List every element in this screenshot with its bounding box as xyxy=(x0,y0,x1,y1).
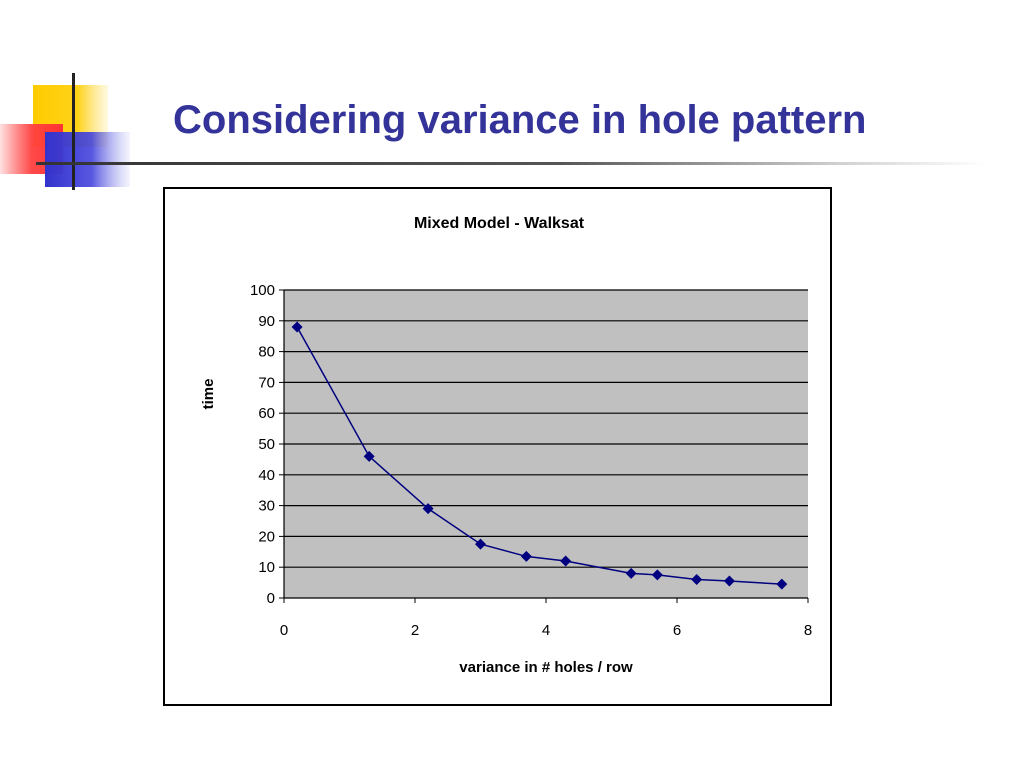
x-tick-label: 8 xyxy=(804,622,812,639)
y-tick-label: 70 xyxy=(258,374,275,391)
x-tick-labels: 0 2 4 6 8 xyxy=(280,622,812,639)
data-point xyxy=(363,450,375,462)
y-tick-label: 100 xyxy=(250,282,275,299)
chart-frame: Mixed Model - Walksat 0 10 20 30 40 50 60 70 80 9… xyxy=(163,187,832,706)
y-tick-label: 90 xyxy=(258,313,275,330)
y-tick-labels: 0 10 20 30 40 50 60 70 80 90 100 xyxy=(250,282,275,607)
x-tick-label: 0 xyxy=(280,622,288,639)
y-axis-title: time xyxy=(200,379,217,410)
logo-vertical-bar xyxy=(72,73,75,190)
x-tick-label: 6 xyxy=(673,622,681,639)
slide-title: Considering variance in hole pattern xyxy=(173,98,867,142)
y-tick-label: 20 xyxy=(258,528,275,545)
x-tick-label: 2 xyxy=(411,622,419,639)
series-points xyxy=(291,321,788,590)
x-axis-title: variance in # holes / row xyxy=(459,659,633,676)
y-tick-label: 0 xyxy=(267,590,275,607)
x-tick-label: 4 xyxy=(542,622,550,639)
slide-logo xyxy=(0,73,130,190)
y-tick-label: 50 xyxy=(258,436,275,453)
logo-blue-square xyxy=(45,132,130,187)
data-point xyxy=(475,538,486,550)
data-point xyxy=(422,503,434,515)
chart: Mixed Model - Walksat 010203040506070809… xyxy=(200,215,812,676)
title-rule xyxy=(36,162,986,165)
data-point xyxy=(691,574,703,586)
grid-lines xyxy=(284,289,808,568)
y-tick-label: 60 xyxy=(258,405,275,422)
data-point xyxy=(520,550,532,562)
data-point xyxy=(625,567,637,579)
y-tick-label: 30 xyxy=(258,498,275,515)
data-point xyxy=(291,321,303,333)
data-point xyxy=(723,575,735,587)
y-tick-label: 40 xyxy=(258,467,275,484)
chart-title: Mixed Model - Walksat xyxy=(414,215,585,232)
data-point xyxy=(651,569,663,581)
y-tick-label: 10 xyxy=(258,559,275,576)
axes xyxy=(279,289,809,603)
data-point xyxy=(560,555,572,567)
y-tick-label: 80 xyxy=(258,344,275,361)
data-point xyxy=(776,578,788,590)
